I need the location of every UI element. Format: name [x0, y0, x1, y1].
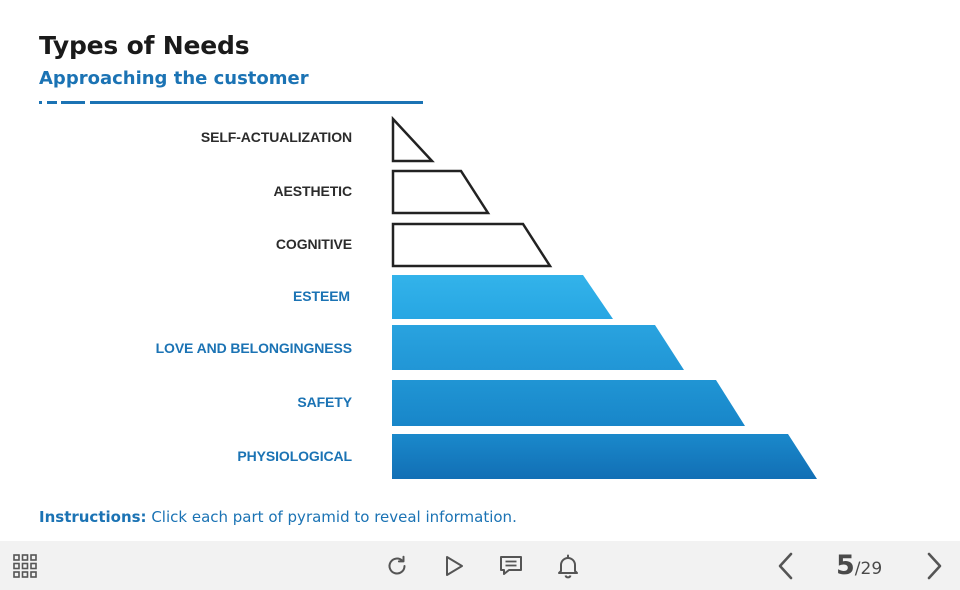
level-label-safety[interactable]: SAFETY [297, 394, 352, 410]
bell-icon [558, 554, 578, 578]
total-pages: /29 [854, 559, 883, 579]
instructions-prefix: Instructions: [39, 508, 147, 526]
chevron-right-icon [927, 552, 942, 579]
pyramid-level-love-and-belongingness[interactable] [392, 325, 684, 370]
play-button[interactable] [440, 541, 468, 590]
pyramid-level-physiological[interactable] [392, 434, 817, 479]
needs-pyramid [391, 115, 817, 479]
level-label-love-and-belongingness[interactable]: LOVE AND BELONGINGNESS [155, 340, 353, 356]
player-toolbar [0, 541, 960, 590]
level-label-cognitive[interactable]: COGNITIVE [275, 236, 352, 252]
prev-slide-button[interactable] [772, 541, 800, 590]
slide-canvas: Types of Needs Approaching the customer [39, 31, 817, 526]
play-icon [446, 555, 463, 576]
level-label-esteem[interactable]: ESTEEM [293, 288, 350, 304]
next-slide-button[interactable] [920, 541, 948, 590]
pyramid-level-cognitive[interactable] [391, 222, 553, 268]
replay-button[interactable] [383, 541, 411, 590]
notifications-button[interactable] [554, 541, 582, 590]
level-label-aesthetic[interactable]: AESTHETIC [273, 183, 353, 199]
level-label-self-actualization[interactable]: SELF-ACTUALIZATION [200, 129, 352, 145]
pyramid-level-aesthetic[interactable] [391, 169, 491, 215]
title-underline [39, 101, 423, 104]
page-subtitle: Approaching the customer [39, 68, 309, 89]
grid-menu-icon [13, 553, 37, 578]
replay-icon [388, 555, 406, 574]
chevron-left-icon [778, 552, 793, 579]
notes-button[interactable] [497, 541, 525, 590]
instructions-text: Instructions: Click each part of pyramid… [39, 508, 517, 526]
menu-button[interactable] [8, 541, 42, 590]
pyramid-level-safety[interactable] [392, 380, 745, 426]
page-counter: 5/29 [836, 550, 882, 584]
current-page: 5 [836, 550, 855, 581]
notes-icon [500, 555, 522, 575]
instructions-body: Click each part of pyramid to reveal inf… [146, 508, 517, 526]
pyramid-level-esteem[interactable] [392, 275, 613, 319]
page-title: Types of Needs [39, 31, 250, 60]
pyramid-level-self-actualization[interactable] [391, 115, 435, 163]
level-label-physiological[interactable]: PHYSIOLOGICAL [237, 448, 352, 464]
